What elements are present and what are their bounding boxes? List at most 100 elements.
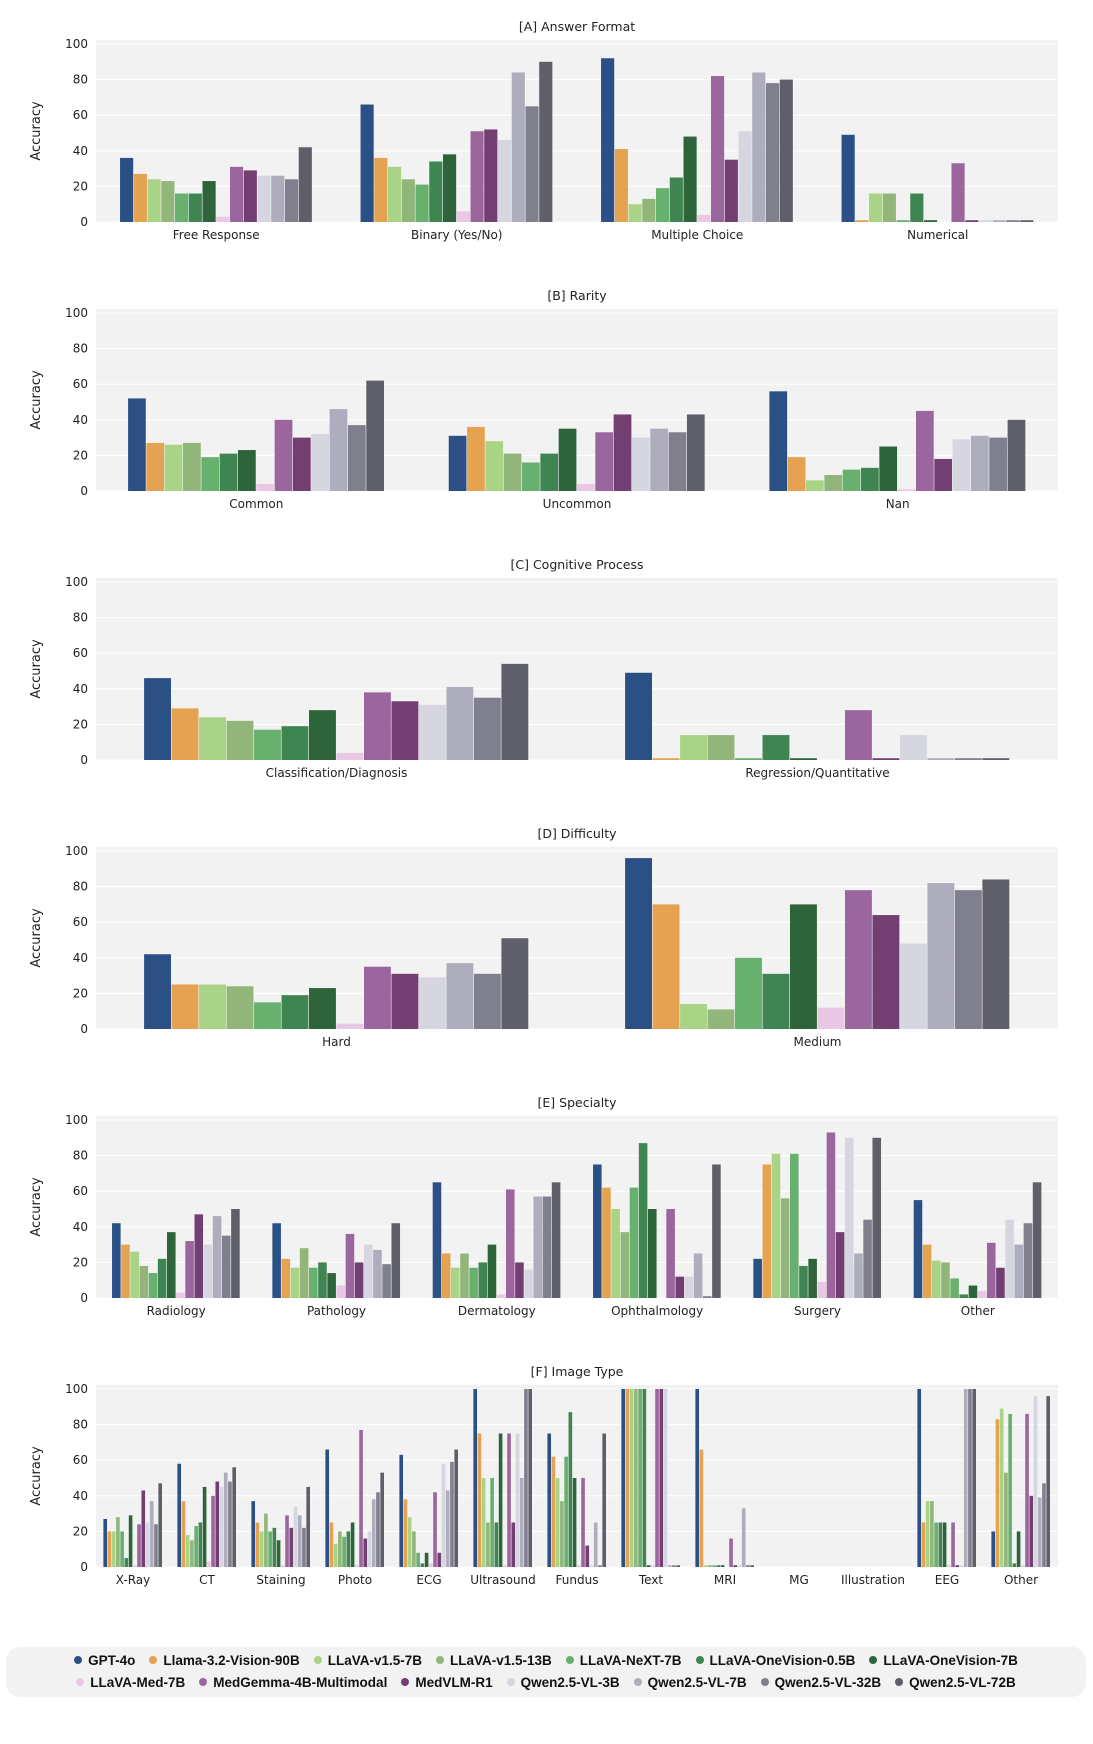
chart-d-difficulty: 0 20 40 60 80 100 [D] Difficulty Accuracy Hard Me… [29, 826, 1058, 1049]
bar-llava-next-7b-staining [268, 1531, 272, 1567]
bar-qwen2-5-vl-32b-text [672, 1565, 676, 1567]
bar-medvlm-r1-dermatology [515, 1262, 524, 1298]
x-tick-label: Dermatology [458, 1304, 536, 1318]
bar-llava-onevision-0-5b-dermatology [478, 1262, 488, 1298]
bar-llama-3-2-vision-90b-regression-quantitative [652, 758, 680, 760]
bar-llava-v1-5-13b-fundus [560, 1501, 564, 1567]
legend-swatch [565, 1656, 574, 1664]
bar-qwen2-5-vl-7b-classification-diagnosis [446, 687, 474, 760]
bar-medvlm-r1-ecg [437, 1552, 442, 1567]
bar-medgemma-4b-multimodal-ultrasound [507, 1433, 511, 1567]
bar-llama-3-2-vision-90b-photo [329, 1522, 334, 1567]
bar-medgemma-4b-multimodal-mri [729, 1538, 733, 1567]
bar-llava-med-7b-photo [355, 1565, 359, 1567]
bar-qwen2-5-vl-72b-ecg [454, 1449, 458, 1567]
legend-item-gpt-4o: GPT-4o [74, 1653, 135, 1668]
bar-gpt-4o-ct [177, 1463, 182, 1567]
bar-qwen2-5-vl-7b-eeg [963, 1389, 968, 1567]
bar-qwen2-5-vl-72b-uncommon [686, 414, 705, 491]
bar-medgemma-4b-multimodal-hard [363, 966, 391, 1029]
bar-llama-3-2-vision-90b-other [995, 1419, 1000, 1567]
bar-llama-3-2-vision-90b-surgery [762, 1164, 772, 1298]
bar-llava-onevision-7b-ct [202, 1486, 207, 1567]
x-tick-label: Other [1004, 1573, 1038, 1587]
bar-medgemma-4b-multimodal-free-response [229, 166, 244, 222]
legend-item-llava-v1-5-7b: LLaVA-v1.5-7B [313, 1653, 422, 1668]
bar-qwen2-5-vl-72b-free-response [298, 147, 312, 222]
y-axis-label: Accuracy [29, 1446, 44, 1506]
bar-qwen2-5-vl-72b-x-ray [158, 1483, 162, 1567]
bar-qwen2-5-vl-32b-radiology [221, 1235, 231, 1298]
y-tick-label: 60 [73, 377, 88, 391]
legend-label: LLaVA-OneVision-0.5B [709, 1653, 856, 1668]
y-tick-label: 80 [73, 1418, 88, 1432]
bar-qwen2-5-vl-3b-numerical [978, 220, 993, 222]
bar-qwen2-5-vl-7b-staining [297, 1515, 302, 1567]
bar-qwen2-5-vl-3b-ophthalmology [684, 1276, 694, 1298]
bar-gpt-4o-other [991, 1531, 996, 1567]
bar-qwen2-5-vl-3b-medium [899, 943, 927, 1029]
bar-medvlm-r1-medium [872, 915, 900, 1029]
y-tick-label: 60 [73, 915, 88, 929]
x-tick-label: Common [229, 497, 283, 511]
legend-swatch [199, 1678, 208, 1686]
legend-label: GPT-4o [88, 1653, 136, 1668]
bar-qwen2-5-vl-3b-multiple-choice [738, 131, 752, 222]
bar-medgemma-4b-multimodal-numerical [951, 163, 965, 222]
bar-llava-next-7b-classification-diagnosis [254, 729, 281, 760]
x-tick-label: Hard [322, 1035, 351, 1049]
bar-qwen2-5-vl-3b-regression-quantitative [899, 735, 927, 760]
x-tick-label: CT [199, 1573, 215, 1587]
bar-llava-onevision-7b-photo [350, 1522, 355, 1567]
bar-qwen2-5-vl-72b-numerical [1020, 220, 1034, 222]
bar-llava-onevision-7b-free-response [202, 181, 216, 222]
bar-gpt-4o-dermatology [432, 1182, 442, 1298]
bar-llama-3-2-vision-90b-classification-diagnosis [171, 708, 199, 760]
legend-item-medvlm-r1: MedVLM-R1 [401, 1675, 493, 1690]
bar-llava-next-7b-medium [735, 957, 762, 1029]
bar-llava-v1-5-7b-staining [259, 1531, 264, 1567]
bar-qwen2-5-vl-32b-medium [954, 890, 982, 1029]
bar-llava-v1-5-7b-medium [680, 1004, 707, 1029]
bar-llava-v1-5-13b-classification-diagnosis [226, 720, 254, 760]
bar-llava-med-7b-eeg [947, 1565, 951, 1567]
bar-medgemma-4b-multimodal-common [274, 419, 293, 491]
bar-llava-v1-5-7b-numerical [869, 193, 883, 222]
x-tick-label: Numerical [907, 228, 968, 242]
bar-llava-onevision-0-5b-hard [281, 995, 309, 1029]
x-tick-label: Illustration [841, 1573, 905, 1587]
bar-qwen2-5-vl-72b-radiology [231, 1209, 240, 1298]
x-tick-label: Staining [256, 1573, 305, 1587]
bar-llava-next-7b-text [638, 1389, 642, 1567]
bar-llama-3-2-vision-90b-numerical [855, 220, 869, 222]
bar-qwen2-5-vl-7b-ct [223, 1472, 228, 1567]
y-tick-label: 20 [73, 717, 88, 731]
bar-llava-onevision-7b-other [968, 1285, 978, 1298]
legend-swatch [760, 1678, 769, 1686]
bar-qwen2-5-vl-32b-ct [228, 1481, 232, 1567]
bar-llava-v1-5-7b-ophthalmology [611, 1209, 620, 1298]
bar-qwen2-5-vl-72b-common [366, 380, 384, 491]
bar-llava-next-7b-ct [194, 1526, 198, 1567]
bar-gpt-4o-pathology [272, 1223, 281, 1298]
plot-background [96, 1385, 1058, 1567]
bar-llava-v1-5-13b-hard [226, 986, 254, 1029]
bar-llama-3-2-vision-90b-multiple-choice [614, 149, 628, 222]
bar-llama-3-2-vision-90b-ecg [403, 1499, 408, 1567]
bar-medgemma-4b-multimodal-ecg [433, 1492, 437, 1567]
bar-llava-onevision-0-5b-ct [198, 1522, 203, 1567]
legend-swatch [695, 1656, 704, 1664]
bar-llama-3-2-vision-90b-text [625, 1389, 630, 1567]
bar-llava-v1-5-7b-pathology [290, 1267, 300, 1298]
y-tick-label: 0 [80, 1291, 88, 1305]
bar-qwen2-5-vl-72b-ultrasound [528, 1389, 532, 1567]
bar-llava-med-7b-x-ray [133, 1565, 137, 1567]
bar-gpt-4o-medium [625, 858, 652, 1029]
legend-item-medgemma-4b-multimodal: MedGemma-4B-Multimodal [199, 1675, 387, 1690]
x-tick-label: Radiology [147, 1304, 206, 1318]
bar-qwen2-5-vl-72b-eeg [972, 1389, 976, 1567]
bar-qwen2-5-vl-3b-nan [952, 439, 971, 491]
bar-qwen2-5-vl-7b-other [1037, 1497, 1042, 1567]
bar-qwen2-5-vl-32b-eeg [968, 1389, 972, 1567]
bar-qwen2-5-vl-72b-mri [750, 1565, 754, 1567]
